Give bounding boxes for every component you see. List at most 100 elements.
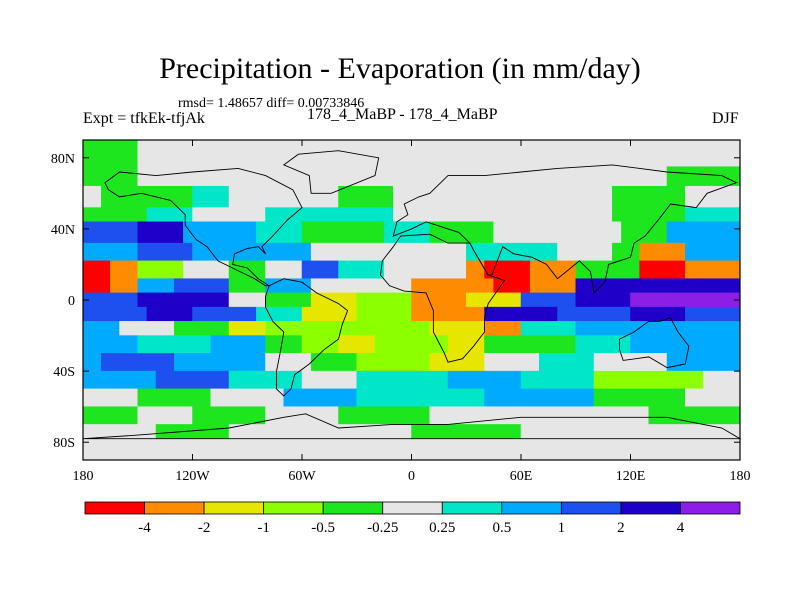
field-cell-11-2 xyxy=(210,335,266,354)
field-cell-3-5 xyxy=(393,207,522,223)
field-cell-3-7 xyxy=(612,207,686,223)
field-cell-2-2 xyxy=(192,185,230,208)
colorbar-box-8 xyxy=(560,501,622,515)
field-cell-8-0 xyxy=(82,292,138,308)
field-cell-11-7 xyxy=(447,335,485,354)
field-cell-5-0 xyxy=(82,242,138,262)
field-cell-8-4 xyxy=(310,292,357,308)
field-cell-4-7 xyxy=(493,221,558,244)
field-cell-9-2 xyxy=(192,306,257,322)
field-cell-9-6 xyxy=(411,306,485,322)
field-cell-15-5 xyxy=(429,406,540,425)
field-cell-5-10 xyxy=(685,242,741,262)
field-cell-4-9 xyxy=(621,221,668,244)
field-cell-11-0 xyxy=(82,335,138,354)
colorbar-label-3: -0.5 xyxy=(311,520,335,536)
field-cell-2-1 xyxy=(101,185,193,208)
colorbar-box-9 xyxy=(620,501,681,515)
field-cell-5-9 xyxy=(639,242,686,262)
field-cell-14-1 xyxy=(137,388,211,407)
field-cell-2-8 xyxy=(685,185,741,208)
field-cell-6-14 xyxy=(685,260,741,279)
field-cell-4-10 xyxy=(666,221,741,244)
colorbar-box-2 xyxy=(203,501,265,515)
season-label: DJF xyxy=(712,110,739,127)
field-cell-10-10 xyxy=(575,321,631,336)
x-tick-label-3: 0 xyxy=(408,469,415,484)
field-cell-8-6 xyxy=(411,292,467,308)
field-cell-12-7 xyxy=(484,353,540,372)
field-cell-15-7 xyxy=(648,406,741,425)
field-cell-2-3 xyxy=(228,185,339,208)
colorbar-label-7: 1 xyxy=(558,520,566,536)
field-cell-7-6 xyxy=(310,278,357,294)
field-cell-6-4 xyxy=(228,260,266,279)
field-cell-16-5 xyxy=(520,424,631,439)
field-cell-2-5 xyxy=(393,185,522,208)
field-cell-16-4 xyxy=(411,424,522,439)
field-cell-4-6 xyxy=(429,221,494,244)
field-cell-6-6 xyxy=(301,260,339,279)
field-cell-10-2 xyxy=(174,321,230,336)
field-cell-10-8 xyxy=(484,321,522,336)
field-cell-16-2 xyxy=(228,424,303,439)
coastline-6 xyxy=(82,413,742,440)
field-cell-12-6 xyxy=(429,353,485,372)
x-tick-label-0: 180 xyxy=(73,469,94,484)
field-cell-6-1 xyxy=(110,260,138,279)
field-cell-14-5 xyxy=(484,388,595,407)
field-cell-9-10 xyxy=(685,306,741,322)
field-cell-8-9 xyxy=(575,292,631,308)
field-cell-2-4 xyxy=(338,185,394,208)
field-cell-8-10 xyxy=(630,292,741,308)
field-cell-10-6 xyxy=(365,321,430,336)
x-tick-label-5: 120E xyxy=(616,469,646,484)
field-cell-3-6 xyxy=(520,207,613,223)
y-tick-label-2: 0 xyxy=(68,294,75,309)
x-tick-label-1: 120W xyxy=(175,469,210,484)
field-cell-15-0 xyxy=(82,406,138,425)
field-cell-8-2 xyxy=(228,292,266,308)
field-cell-5-6 xyxy=(466,242,558,262)
coastline-5 xyxy=(619,317,690,369)
runs-label: 178_4_MaBP - 178_4_MaBP xyxy=(307,106,498,123)
field-cell-1-3 xyxy=(320,166,540,187)
field-cell-9-0 xyxy=(82,306,148,322)
y-tick-label-4: 80S xyxy=(53,436,75,451)
field-cell-10-7 xyxy=(429,321,485,336)
field-cell-4-8 xyxy=(557,221,622,244)
colorbar-box-3 xyxy=(263,501,324,515)
field-cell-13-8 xyxy=(703,370,741,390)
field-cell-11-8 xyxy=(484,335,522,354)
field-cell-7-11 xyxy=(575,278,640,294)
colorbar-box-0 xyxy=(84,501,145,515)
field-cell-11-9 xyxy=(520,335,576,354)
field-cell-13-0 xyxy=(82,370,157,390)
field-cell-8-8 xyxy=(520,292,576,308)
field-cell-6-8 xyxy=(383,260,467,279)
field-cell-11-4 xyxy=(301,335,339,354)
field-cell-8-1 xyxy=(137,292,230,308)
field-cell-16-6 xyxy=(630,424,741,439)
colorbar-box-10 xyxy=(680,501,741,515)
field-cell-9-4 xyxy=(301,306,357,322)
field-cell-9-8 xyxy=(557,306,631,322)
field-cell-12-1 xyxy=(101,353,175,372)
field-cell-9-9 xyxy=(630,306,686,322)
field-cell-10-3 xyxy=(228,321,266,336)
coastline-0 xyxy=(104,167,303,287)
field-cell-4-1 xyxy=(137,221,184,244)
field-cell-1-1 xyxy=(137,166,230,187)
field-cell-15-1 xyxy=(137,406,193,425)
field-cell-3-4 xyxy=(310,207,394,223)
field-cell-7-1 xyxy=(110,278,138,294)
field-cell-7-8 xyxy=(411,278,494,294)
field-cell-12-9 xyxy=(593,353,668,372)
field-cell-2-6 xyxy=(520,185,613,208)
colorbar: -4 -2 -1 -0.5 -0.25 0.25 0.5 1 2 4 xyxy=(84,501,741,536)
field-cell-15-4 xyxy=(338,406,430,425)
field-cell-14-0 xyxy=(82,388,138,407)
field-cell-8-5 xyxy=(356,292,412,308)
field-cell-15-2 xyxy=(192,406,266,425)
field-cell-4-0 xyxy=(82,221,138,244)
